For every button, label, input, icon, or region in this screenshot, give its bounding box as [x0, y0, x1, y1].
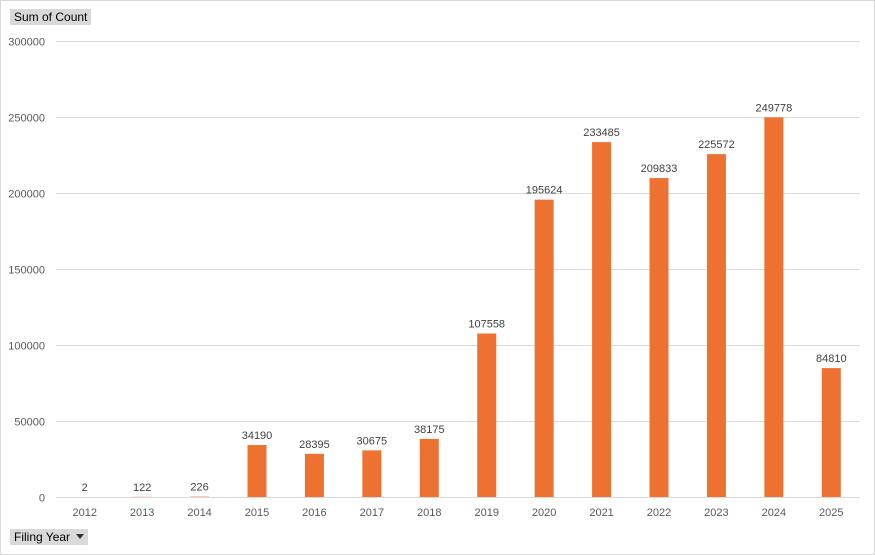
x-tick-label: 2025	[819, 507, 843, 519]
bars	[75, 117, 841, 497]
data-label: 84810	[816, 353, 847, 365]
x-tick-label: 2017	[360, 507, 384, 519]
y-tick-label: 0	[39, 493, 45, 505]
bar	[707, 154, 726, 497]
y-tick-label: 250000	[8, 113, 45, 125]
bar	[477, 334, 496, 497]
data-label: 28395	[299, 439, 330, 451]
data-label: 2	[82, 482, 88, 494]
y-tick-label: 50000	[14, 417, 45, 429]
bar	[592, 142, 611, 497]
x-tick-label: 2016	[302, 507, 326, 519]
x-axis-tick-labels: 2012 2013 2014 2015 2016 2017 2018 2019 2020 2021…	[72, 507, 843, 519]
x-tick-label: 2018	[417, 507, 441, 519]
axis-field-button[interactable]: Filing Year	[10, 529, 88, 545]
y-tick-label: 200000	[8, 189, 45, 201]
y-axis-tick-labels: 0 50000 100000 150000 200000 250000 300000	[8, 37, 45, 505]
y-tick-label: 100000	[8, 341, 45, 353]
data-label: 195624	[526, 185, 563, 197]
x-tick-label: 2015	[245, 507, 269, 519]
data-label: 38175	[414, 424, 445, 436]
x-tick-label: 2022	[647, 507, 671, 519]
bar-chart: 0 50000 100000 150000 200000 250000 300000 2 12…	[0, 0, 875, 555]
data-label: 122	[133, 482, 151, 494]
bar	[362, 450, 381, 497]
gridlines	[56, 42, 860, 498]
bar	[650, 178, 669, 497]
bar	[822, 368, 841, 497]
values-field-button[interactable]: Sum of Count	[10, 9, 91, 25]
data-label: 225572	[698, 139, 735, 151]
bar	[420, 439, 439, 497]
dropdown-arrow-icon[interactable]	[76, 534, 84, 539]
axis-field-label: Filing Year	[14, 530, 70, 544]
bar	[764, 117, 783, 497]
data-label: 249778	[755, 102, 792, 114]
y-tick-label: 150000	[8, 265, 45, 277]
x-tick-label: 2020	[532, 507, 556, 519]
data-label: 233485	[583, 127, 620, 139]
data-label: 209833	[641, 163, 678, 175]
x-tick-label: 2021	[589, 507, 613, 519]
x-tick-label: 2014	[187, 507, 211, 519]
data-label: 30675	[357, 435, 388, 447]
bar	[535, 200, 554, 497]
data-label: 107558	[468, 319, 505, 331]
data-label: 226	[190, 482, 208, 494]
x-tick-label: 2013	[130, 507, 154, 519]
values-field-label: Sum of Count	[14, 10, 87, 24]
y-tick-label: 300000	[8, 37, 45, 49]
bar	[305, 454, 324, 497]
x-tick-label: 2012	[72, 507, 96, 519]
bar	[248, 445, 267, 497]
data-label: 34190	[242, 430, 273, 442]
data-labels: 2 122 226 34190 28395 30675 38175 107558 195624 2…	[82, 102, 847, 494]
x-tick-label: 2023	[704, 507, 728, 519]
x-tick-label: 2024	[762, 507, 786, 519]
x-tick-label: 2019	[474, 507, 498, 519]
